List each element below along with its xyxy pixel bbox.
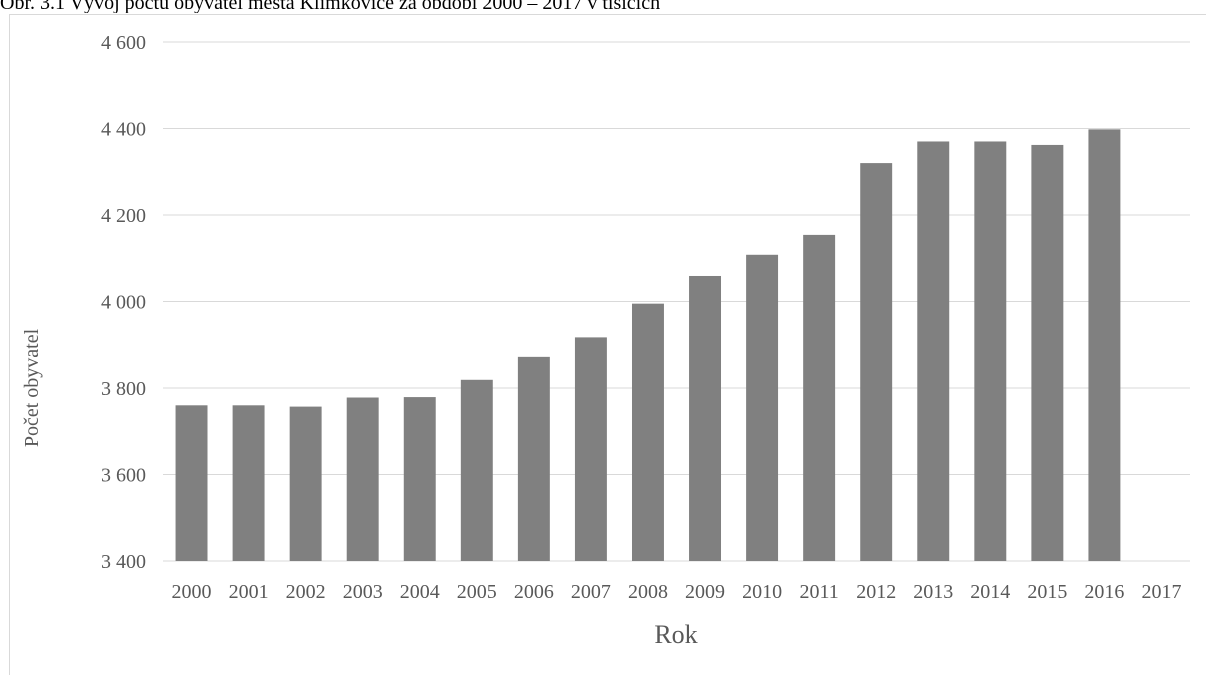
x-tick-label: 2014 — [970, 581, 1010, 603]
x-tick-label: 2005 — [457, 581, 497, 603]
y-tick-label: 4 600 — [101, 32, 146, 54]
bar-2006 — [517, 356, 550, 561]
chart-frame-top-border — [9, 14, 1206, 15]
bar-2008 — [631, 303, 664, 561]
bar-2013 — [917, 141, 950, 561]
bar-2011 — [803, 234, 836, 561]
x-tick-label: 2009 — [685, 581, 725, 603]
y-tick-labels: 3 400 3 600 3 800 4 000 4 200 4 400 4 600 — [101, 32, 146, 573]
gridlines — [163, 41, 1190, 562]
bar-2000 — [175, 405, 208, 561]
y-axis-title: Počet obyvatel — [21, 328, 43, 447]
bar-2016 — [1088, 129, 1121, 562]
y-tick-label: 3 400 — [101, 551, 146, 573]
bar-2014 — [974, 141, 1007, 561]
bar-2003 — [346, 397, 379, 561]
x-tick-label: 2008 — [628, 581, 668, 603]
y-tick-label: 3 600 — [101, 465, 146, 487]
x-tick-label: 2012 — [856, 581, 896, 603]
bar-2010 — [746, 254, 779, 562]
x-tick-label: 2006 — [514, 581, 554, 603]
bar-2001 — [232, 405, 265, 561]
x-tick-label: 2002 — [286, 581, 326, 603]
x-tick-label: 2011 — [800, 581, 839, 603]
y-tick-label: 4 200 — [101, 205, 146, 227]
y-tick-label: 4 000 — [101, 292, 146, 314]
x-tick-labels: 2000 2001 2002 2003 2004 2005 2006 2007 2008 2009… — [172, 581, 1182, 603]
chart-frame-left-border — [9, 14, 10, 675]
bar-2004 — [403, 397, 436, 561]
x-tick-label: 2007 — [571, 581, 611, 603]
x-tick-label: 2003 — [343, 581, 383, 603]
x-tick-label: 2000 — [172, 581, 212, 603]
bar-2015 — [1031, 144, 1064, 561]
x-tick-label: 2016 — [1084, 581, 1124, 603]
y-tick-label: 3 800 — [101, 378, 146, 400]
bar-2007 — [574, 337, 607, 561]
x-tick-label: 2017 — [1141, 581, 1181, 603]
x-axis-title: Rok — [654, 620, 697, 649]
bars — [175, 129, 1121, 562]
bar-2009 — [689, 275, 722, 561]
x-tick-label: 2010 — [742, 581, 782, 603]
bar-2005 — [460, 379, 493, 561]
bar-2002 — [289, 406, 322, 561]
bar-2012 — [860, 163, 893, 561]
y-tick-label: 4 400 — [101, 119, 146, 141]
chart-caption: Obr. 3.1 Vývoj počtu obyvatel města Klim… — [0, 0, 661, 13]
x-tick-label: 2004 — [400, 581, 440, 603]
x-tick-label: 2015 — [1027, 581, 1067, 603]
x-tick-label: 2013 — [913, 581, 953, 603]
x-tick-label: 2001 — [229, 581, 269, 603]
